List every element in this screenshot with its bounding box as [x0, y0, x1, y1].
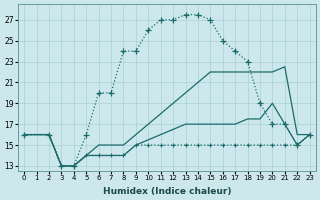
X-axis label: Humidex (Indice chaleur): Humidex (Indice chaleur) — [103, 187, 231, 196]
